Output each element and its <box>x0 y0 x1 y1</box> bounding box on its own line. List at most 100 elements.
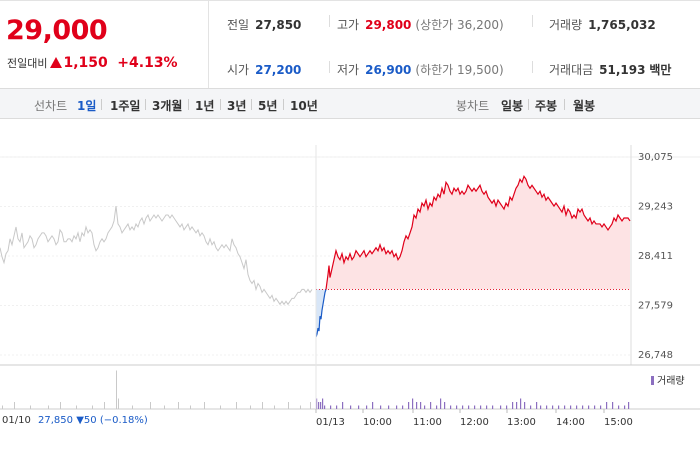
volume-bar <box>396 405 398 409</box>
price-chart[interactable]: 30,075 29,243 28,411 27,579 26,748 01/13 10:0… <box>0 119 700 450</box>
volume-legend: 거래량 <box>651 372 685 387</box>
volume-bar <box>612 402 614 409</box>
volume-bar <box>412 398 414 409</box>
tab-divider <box>251 99 252 110</box>
tab-divider <box>188 99 189 110</box>
volume-bar <box>372 402 374 409</box>
stat-label: 거래량 <box>549 18 583 32</box>
volume-bar <box>474 405 476 409</box>
prev-day-date: 01/10 <box>2 415 31 426</box>
stat-value: 27,200 <box>255 63 302 77</box>
volume-bar <box>440 398 442 409</box>
change-line: 전일대비 1,150 +4.13% <box>7 55 178 71</box>
change-pct: +4.13% <box>117 55 178 71</box>
tab-monthly-candle[interactable]: 월봉 <box>573 99 596 113</box>
tab-weekly-candle[interactable]: 주봉 <box>535 99 558 113</box>
stat-unit: 백만 <box>649 63 672 77</box>
prev-day-line <box>0 206 313 306</box>
volume-bar <box>552 405 554 409</box>
volume-bar <box>48 405 49 409</box>
volume-bar <box>250 405 251 409</box>
divider <box>329 15 330 27</box>
volume-bar <box>520 398 522 409</box>
volume-bar <box>330 405 332 409</box>
volume-bar <box>318 402 320 409</box>
volume-bar <box>104 402 105 409</box>
volume-bar <box>380 405 382 409</box>
volume-bar <box>366 405 368 409</box>
prev-day-series <box>0 206 313 306</box>
volume-bar <box>492 405 494 409</box>
tab-5y[interactable]: 5년 <box>258 99 278 113</box>
candle-chart-label: 봉차트 <box>456 99 490 113</box>
down-triangle-icon: ▼ <box>76 415 84 426</box>
volume-bar <box>220 405 221 409</box>
line-chart-label: 선차트 <box>34 99 68 113</box>
quote-header: 29,000 전일대비 1,150 +4.13% 전일 27,850 고가 29,80… <box>0 0 700 89</box>
tab-divider <box>283 99 284 110</box>
price-box: 29,000 전일대비 1,150 +4.13% <box>0 1 209 89</box>
divider <box>532 15 533 27</box>
volume-bar <box>316 398 318 409</box>
prev-day-summary: 01/10 27,850 ▼50 (−0.18%) <box>2 415 148 426</box>
volume-bar <box>60 402 61 409</box>
tab-divider <box>220 99 221 110</box>
volume-bar <box>416 402 418 409</box>
x-tick-label: 15:00 <box>604 417 633 428</box>
volume-bar <box>624 405 626 409</box>
x-axis: 01/13 10:00 11:00 12:00 13:00 14:00 15:00 <box>315 145 633 428</box>
volume-bar <box>118 398 119 409</box>
tab-1d[interactable]: 1일 <box>77 99 97 113</box>
volume-bar <box>2 405 3 409</box>
stat-label: 거래대금 <box>549 63 594 77</box>
volume-bar <box>358 405 360 409</box>
divider <box>532 61 533 73</box>
volume-bar <box>468 405 470 409</box>
volume-bar <box>92 405 93 409</box>
stat-label: 고가 <box>337 18 360 32</box>
stats-panel: 전일 27,850 고가 29,800 (상한가 36,200) 거래량 1,765,0… <box>209 1 700 89</box>
today-series <box>315 174 631 338</box>
limit-label: 상한가 <box>420 18 454 32</box>
tab-divider <box>145 99 146 110</box>
up-triangle-icon <box>50 57 63 68</box>
volume-bar <box>322 398 324 409</box>
volume-bar <box>540 405 542 409</box>
volume-bar <box>116 370 117 409</box>
y-tick-label: 28,411 <box>638 251 673 262</box>
volume-bar <box>310 402 311 409</box>
volume-bar <box>388 405 390 409</box>
volume-swatch <box>651 376 654 385</box>
tab-1y[interactable]: 1년 <box>195 99 215 113</box>
volume-bar <box>486 405 488 409</box>
x-tick-label: 14:00 <box>556 417 585 428</box>
volume-bar <box>524 402 526 409</box>
volume-bar <box>576 405 578 409</box>
tab-1w[interactable]: 1주일 <box>110 99 141 113</box>
x-tick-label: 01/13 <box>316 417 345 428</box>
tab-3m[interactable]: 3개월 <box>152 99 183 113</box>
tab-daily-candle[interactable]: 일봉 <box>501 99 524 113</box>
volume-bar <box>436 405 438 409</box>
volume-bar <box>462 405 464 409</box>
volume-bar <box>236 402 237 409</box>
today-line-down <box>315 289 327 338</box>
change-label: 전일대비 <box>7 57 48 70</box>
volume-bar <box>300 405 301 409</box>
limit-label: 하한가 <box>420 63 454 77</box>
x-tick-label: 10:00 <box>363 417 392 428</box>
tab-10y[interactable]: 10년 <box>290 99 318 113</box>
volume-bar <box>164 405 165 409</box>
volume-bar <box>444 402 446 409</box>
y-tick-label: 26,748 <box>638 350 673 361</box>
tab-3y[interactable]: 3년 <box>227 99 247 113</box>
stat-amount: 거래대금 51,193 백만 <box>549 61 671 78</box>
y-tick-label: 30,075 <box>638 152 673 163</box>
volume-bar <box>324 405 326 409</box>
volume-bar <box>506 405 508 409</box>
volume-bar <box>564 405 566 409</box>
volume-bar <box>606 402 608 409</box>
volume-bar <box>76 405 77 409</box>
y-axis: 30,075 29,243 28,411 27,579 26,748 <box>638 152 673 361</box>
stat-value: 29,800 <box>365 18 412 32</box>
